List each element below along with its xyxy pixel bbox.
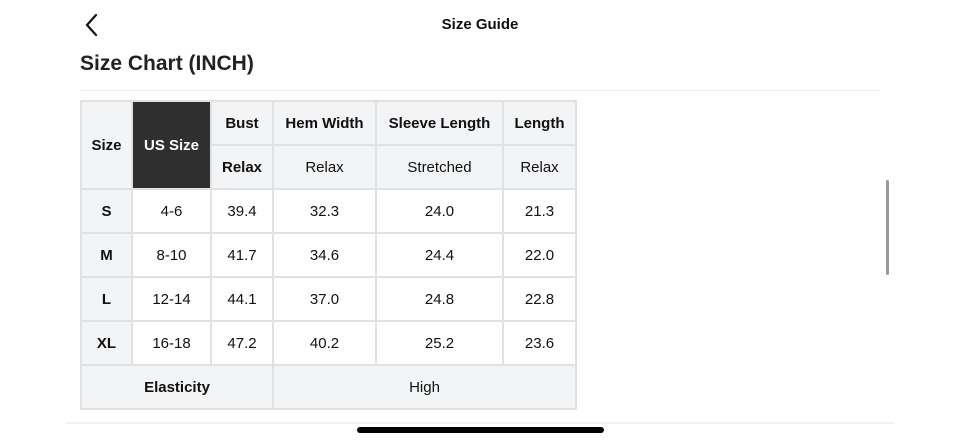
hem-cell: 34.6 bbox=[272, 232, 377, 278]
size-chart-table: Size US Size Bust Hem Width Sleeve Lengt… bbox=[80, 100, 577, 410]
elasticity-value: High bbox=[272, 364, 577, 410]
subheader-sleeve: Stretched bbox=[375, 144, 504, 190]
table-row: XL 16-18 47.2 40.2 25.2 23.6 bbox=[80, 320, 577, 366]
divider bbox=[80, 90, 880, 91]
scrollbar[interactable] bbox=[886, 180, 889, 275]
us-size-cell: 16-18 bbox=[131, 320, 212, 366]
header-bust: Bust bbox=[210, 100, 274, 146]
size-chart-heading: Size Chart (INCH) bbox=[80, 52, 254, 75]
back-chevron-icon[interactable] bbox=[82, 12, 102, 38]
length-cell: 21.3 bbox=[502, 188, 577, 234]
header-length: Length bbox=[502, 100, 577, 146]
page-title: Size Guide bbox=[441, 16, 519, 33]
table-row: L 12-14 44.1 37.0 24.8 22.8 bbox=[80, 276, 577, 322]
table-row: M 8-10 41.7 34.6 24.4 22.0 bbox=[80, 232, 577, 278]
sleeve-cell: 24.8 bbox=[375, 276, 504, 322]
elasticity-label: Elasticity bbox=[80, 364, 274, 410]
bust-cell: 44.1 bbox=[210, 276, 274, 322]
sleeve-cell: 25.2 bbox=[375, 320, 504, 366]
subheader-hem: Relax bbox=[272, 144, 377, 190]
hem-cell: 37.0 bbox=[272, 276, 377, 322]
header-us-size: US Size bbox=[131, 100, 212, 190]
hem-cell: 32.3 bbox=[272, 188, 377, 234]
us-size-cell: 12-14 bbox=[131, 276, 212, 322]
size-cell: L bbox=[80, 276, 133, 322]
subheader-length: Relax bbox=[502, 144, 577, 190]
subheader-bust: Relax bbox=[210, 144, 274, 190]
length-cell: 23.6 bbox=[502, 320, 577, 366]
header-sleeve-length: Sleeve Length bbox=[375, 100, 504, 146]
length-cell: 22.8 bbox=[502, 276, 577, 322]
size-cell: XL bbox=[80, 320, 133, 366]
bust-cell: 41.7 bbox=[210, 232, 274, 278]
table-row: S 4-6 39.4 32.3 24.0 21.3 bbox=[80, 188, 577, 234]
divider bbox=[66, 422, 894, 424]
home-indicator[interactable] bbox=[357, 427, 604, 433]
sleeve-cell: 24.4 bbox=[375, 232, 504, 278]
sleeve-cell: 24.0 bbox=[375, 188, 504, 234]
length-cell: 22.0 bbox=[502, 232, 577, 278]
header-hem-width: Hem Width bbox=[272, 100, 377, 146]
us-size-cell: 8-10 bbox=[131, 232, 212, 278]
bust-cell: 47.2 bbox=[210, 320, 274, 366]
bust-cell: 39.4 bbox=[210, 188, 274, 234]
size-cell: S bbox=[80, 188, 133, 234]
us-size-cell: 4-6 bbox=[131, 188, 212, 234]
hem-cell: 40.2 bbox=[272, 320, 377, 366]
size-cell: M bbox=[80, 232, 133, 278]
header-size: Size bbox=[80, 100, 133, 190]
